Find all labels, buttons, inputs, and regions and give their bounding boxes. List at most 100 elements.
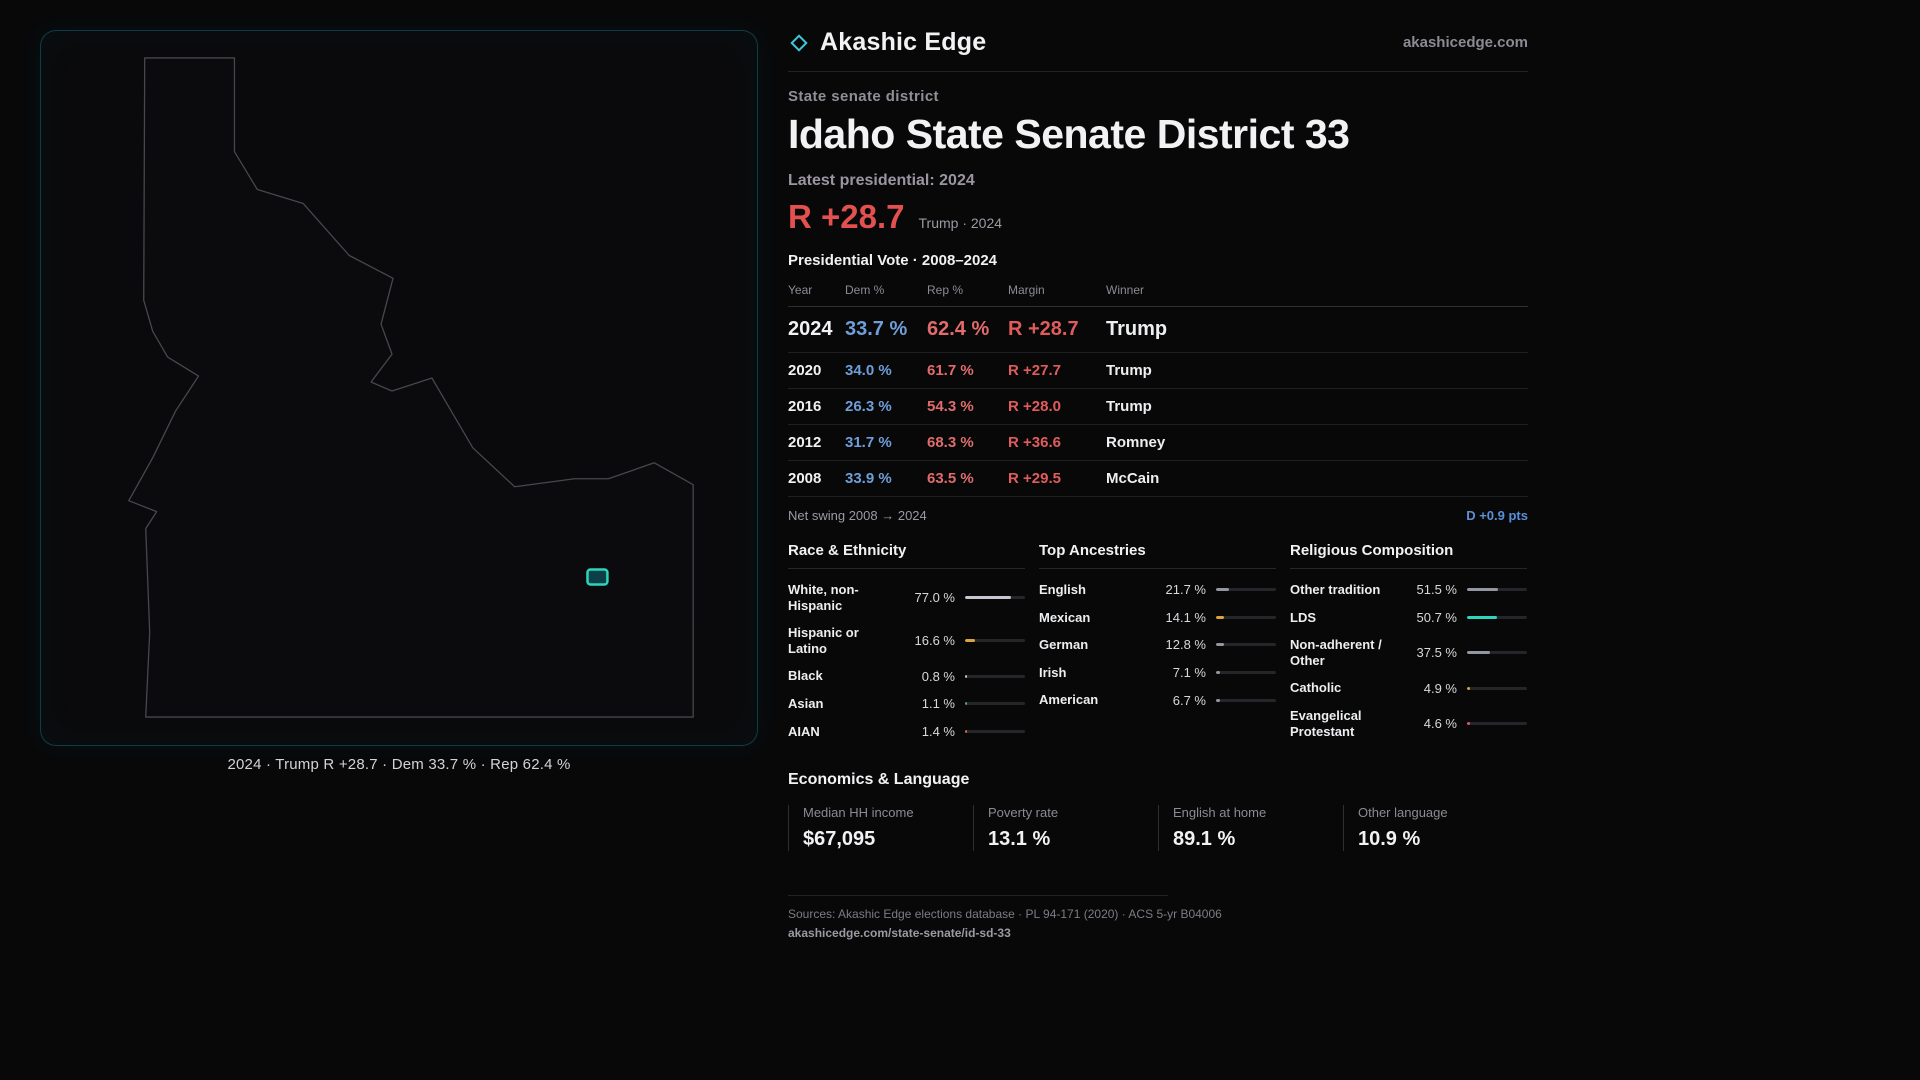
map-caption: 2024 · Trump R +28.7 · Dem 33.7 % · Rep …: [227, 756, 571, 773]
cell-rep: 61.7 %: [927, 362, 974, 379]
demo-item: AIAN 1.4 %: [788, 718, 1025, 746]
demo-value: 51.5 %: [1416, 582, 1457, 598]
cell-winner: Romney: [1106, 434, 1166, 451]
demo-bar-fill: [965, 596, 1012, 600]
net-swing-row: Net swing 2008 → 2024 D +0.9 pts: [788, 497, 1528, 532]
cell-rep: 62.4 %: [927, 318, 990, 340]
demo-label: Catholic: [1290, 680, 1342, 696]
demo-item: Hispanic or Latino 16.6 %: [788, 619, 1025, 662]
demo-item: Irish 7.1 %: [1039, 659, 1276, 687]
demo-value: 1.1 %: [921, 696, 955, 712]
cell-year: 2024: [788, 318, 833, 340]
demo-bar: [1467, 588, 1527, 592]
demo-bar-fill: [965, 639, 975, 643]
footer-permalink[interactable]: akashicedge.com/state-senate/id-sd-33: [788, 926, 1011, 941]
demo-bar: [1216, 698, 1276, 702]
demo-item: German 12.8 %: [1039, 631, 1276, 659]
demo-item: Black 0.8 %: [788, 662, 1025, 690]
ancestries-column: Top Ancestries English 21.7 % Mexican 14…: [1039, 542, 1276, 745]
demo-label: LDS: [1290, 609, 1316, 625]
col-dem: Dem %: [845, 283, 885, 297]
stat-english-at-home: English at home 89.1 %: [1158, 805, 1343, 852]
footer-divider: [788, 895, 1168, 897]
col-margin: Margin: [1008, 283, 1045, 297]
demo-value: 6.7 %: [1172, 692, 1206, 708]
stat-label: Median HH income: [803, 805, 914, 821]
demo-value: 21.7 %: [1165, 582, 1206, 598]
table-row: 2020 34.0 % 61.7 % R +27.7 Trump: [788, 353, 1528, 389]
demographics-section: Race & Ethnicity White, non-Hispanic 77.…: [788, 542, 1528, 745]
district-map-panel: [40, 30, 758, 746]
stat-value: 89.1 %: [1173, 828, 1236, 851]
site-link[interactable]: akashicedge.com: [1402, 34, 1528, 51]
demo-item: Asian 1.1 %: [788, 690, 1025, 718]
vote-table-header: Year Dem % Rep % Margin Winner: [788, 283, 1528, 307]
cell-margin: R +36.6: [1008, 434, 1061, 451]
demo-bar-fill: [1216, 698, 1221, 702]
demo-label: White, non-Hispanic: [788, 582, 859, 613]
demo-bar: [1216, 615, 1276, 619]
cell-year: 2012: [788, 434, 822, 451]
net-swing-value: D +0.9 pts: [1466, 508, 1528, 523]
footer-sources: Sources: Akashic Edge elections database…: [788, 907, 1222, 922]
demo-value: 37.5 %: [1416, 645, 1457, 661]
stat-other-language: Other language 10.9 %: [1343, 805, 1528, 852]
idaho-outline: [128, 57, 694, 718]
demo-bar-fill: [965, 702, 967, 706]
cell-winner: Trump: [1106, 318, 1168, 340]
demo-item: English 21.7 %: [1039, 576, 1276, 604]
cell-margin: R +28.7: [1008, 318, 1079, 340]
demo-item: White, non-Hispanic 77.0 %: [788, 576, 1025, 619]
demo-bar: [1467, 722, 1527, 726]
cell-winner: Trump: [1106, 362, 1152, 379]
demo-label: American: [1039, 692, 1099, 708]
idaho-map: [128, 57, 694, 718]
demo-bar-fill: [965, 674, 967, 678]
demo-label: English: [1039, 582, 1086, 597]
net-swing-label: Net swing 2008 → 2024: [788, 508, 927, 523]
demo-bar: [965, 674, 1025, 678]
demo-bar: [965, 596, 1025, 600]
demo-bar: [965, 639, 1025, 643]
cell-year: 2020: [788, 362, 822, 379]
vote-table-title: Presidential Vote · 2008–2024: [788, 252, 998, 269]
table-row: 2008 33.9 % 63.5 % R +29.5 McCain: [788, 461, 1528, 497]
stat-value: 13.1 %: [988, 828, 1051, 851]
demo-bar: [1216, 588, 1276, 592]
economics-stats: Median HH income $67,095 Poverty rate 13…: [788, 805, 1528, 852]
demo-value: 14.1 %: [1165, 609, 1206, 625]
stat-poverty-rate: Poverty rate 13.1 %: [973, 805, 1158, 852]
demo-bar-fill: [1216, 671, 1221, 675]
demo-value: 50.7 %: [1416, 609, 1457, 625]
stat-label: English at home: [1173, 805, 1267, 821]
religion-column: Religious Composition Other tradition 51…: [1290, 542, 1527, 745]
demo-bar: [965, 729, 1025, 733]
demo-label: German: [1039, 637, 1089, 653]
headline-result: R +28.7 Trump · 2024: [788, 198, 1528, 236]
content-panel: Akashic Edge akashicedge.com State senat…: [788, 28, 1528, 940]
demo-value: 1.4 %: [921, 723, 955, 739]
demo-label: Asian: [788, 695, 824, 711]
cell-rep: 68.3 %: [927, 434, 974, 451]
col-rep: Rep %: [927, 283, 964, 297]
cell-rep: 63.5 %: [927, 470, 974, 487]
cell-rep: 54.3 %: [927, 398, 974, 415]
stat-label: Other language: [1358, 805, 1448, 821]
ancestries-column-title: Top Ancestries: [1039, 542, 1276, 569]
demo-value: 12.8 %: [1165, 637, 1206, 653]
demo-value: 4.9 %: [1423, 680, 1457, 696]
demo-value: 0.8 %: [921, 668, 955, 684]
cell-dem: 33.9 %: [845, 470, 892, 487]
stat-median-income: Median HH income $67,095: [788, 805, 973, 852]
economics-section-title: Economics & Language: [788, 771, 970, 789]
demo-value: 77.0 %: [914, 590, 955, 606]
demo-bar: [1216, 643, 1276, 647]
demo-value: 4.6 %: [1423, 716, 1457, 732]
latest-presidential-label: Latest presidential: 2024: [788, 172, 975, 189]
demo-label: Hispanic or Latino: [788, 625, 859, 656]
demo-label: Other tradition: [1290, 582, 1381, 597]
demo-label: Irish: [1039, 664, 1067, 680]
demo-bar-fill: [1216, 588, 1230, 592]
headline-margin: R +28.7: [788, 198, 905, 235]
demo-item: Other tradition 51.5 %: [1290, 576, 1527, 604]
